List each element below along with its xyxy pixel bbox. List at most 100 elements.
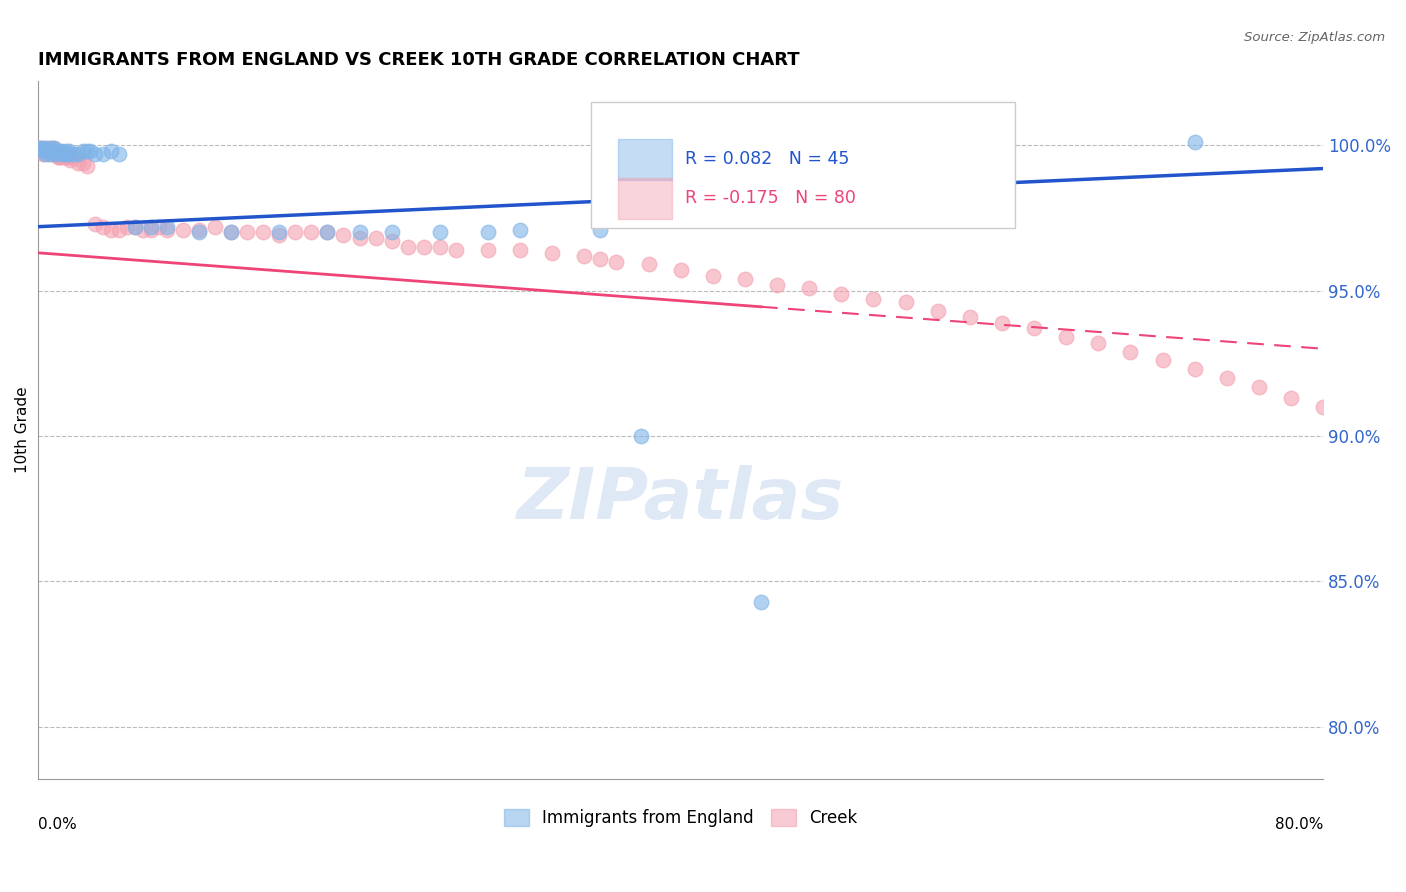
Point: [45, 147, 67, 161]
Point: [31, 141, 53, 155]
Point: [509, 222, 531, 236]
Point: [37, 147, 59, 161]
Text: ZIPatlas: ZIPatlas: [517, 466, 845, 534]
Point: [734, 272, 756, 286]
Point: [38, 147, 60, 161]
Y-axis label: 10th Grade: 10th Grade: [15, 387, 30, 474]
Point: [316, 226, 339, 240]
Point: [72, 144, 94, 158]
Point: [381, 226, 404, 240]
Point: [219, 226, 242, 240]
Point: [49, 150, 72, 164]
Point: [799, 281, 821, 295]
Point: [32, 144, 55, 158]
Point: [83, 147, 105, 161]
Point: [156, 222, 179, 236]
Point: [58, 144, 80, 158]
Point: [58, 150, 80, 164]
Point: [42, 147, 65, 161]
Point: [55, 150, 77, 164]
Point: [67, 147, 90, 161]
Point: [37, 144, 59, 158]
Point: [44, 141, 66, 155]
Point: [444, 243, 467, 257]
Point: [299, 226, 322, 240]
Point: [349, 231, 371, 245]
Point: [1247, 379, 1270, 393]
Point: [605, 254, 627, 268]
Text: Source: ZipAtlas.com: Source: ZipAtlas.com: [1244, 31, 1385, 45]
Point: [91, 147, 114, 161]
Point: [156, 219, 179, 234]
Point: [124, 219, 146, 234]
Point: [53, 147, 76, 161]
Point: [381, 234, 404, 248]
Point: [62, 147, 84, 161]
Point: [927, 304, 949, 318]
Point: [59, 153, 82, 167]
Point: [236, 226, 259, 240]
Legend: Immigrants from England, Creek: Immigrants from England, Creek: [498, 802, 865, 833]
Point: [766, 277, 789, 292]
Point: [894, 295, 917, 310]
Point: [91, 219, 114, 234]
Point: [1119, 344, 1142, 359]
Point: [429, 240, 451, 254]
Point: [1087, 335, 1109, 350]
Point: [749, 594, 772, 608]
Point: [509, 243, 531, 257]
Point: [1054, 330, 1077, 344]
Text: IMMIGRANTS FROM ENGLAND VS CREEK 10TH GRADE CORRELATION CHART: IMMIGRANTS FROM ENGLAND VS CREEK 10TH GR…: [38, 51, 800, 69]
FancyBboxPatch shape: [591, 103, 1015, 227]
Point: [284, 226, 307, 240]
Point: [72, 155, 94, 169]
Point: [364, 231, 387, 245]
Point: [862, 293, 884, 307]
Point: [44, 141, 66, 155]
Point: [269, 228, 291, 243]
Point: [1279, 391, 1302, 405]
Point: [28, 141, 51, 155]
Point: [45, 147, 67, 161]
Point: [669, 263, 692, 277]
Point: [349, 226, 371, 240]
Point: [204, 219, 226, 234]
Point: [1184, 136, 1206, 150]
Point: [1152, 353, 1174, 368]
Text: R = -0.175   N = 80: R = -0.175 N = 80: [685, 189, 855, 207]
Point: [589, 252, 612, 266]
Point: [115, 219, 138, 234]
Point: [187, 222, 209, 236]
Point: [51, 144, 73, 158]
Point: [187, 226, 209, 240]
Point: [28, 141, 51, 155]
Point: [59, 147, 82, 161]
Point: [477, 226, 499, 240]
Point: [637, 257, 659, 271]
Point: [100, 144, 122, 158]
Point: [76, 159, 98, 173]
Point: [1216, 371, 1239, 385]
Point: [316, 226, 339, 240]
Text: R = 0.082   N = 45: R = 0.082 N = 45: [685, 150, 849, 168]
Point: [148, 219, 170, 234]
Point: [42, 144, 65, 158]
Point: [172, 222, 194, 236]
Point: [83, 217, 105, 231]
Point: [107, 147, 129, 161]
Point: [429, 226, 451, 240]
Point: [1184, 362, 1206, 376]
Point: [412, 240, 434, 254]
Point: [51, 147, 73, 161]
Point: [219, 226, 242, 240]
Point: [32, 147, 55, 161]
Point: [477, 243, 499, 257]
Point: [574, 249, 596, 263]
Point: [1312, 400, 1334, 414]
Point: [541, 245, 564, 260]
Point: [139, 222, 162, 236]
Point: [100, 222, 122, 236]
Point: [55, 144, 77, 158]
Point: [31, 144, 53, 158]
Point: [702, 269, 724, 284]
